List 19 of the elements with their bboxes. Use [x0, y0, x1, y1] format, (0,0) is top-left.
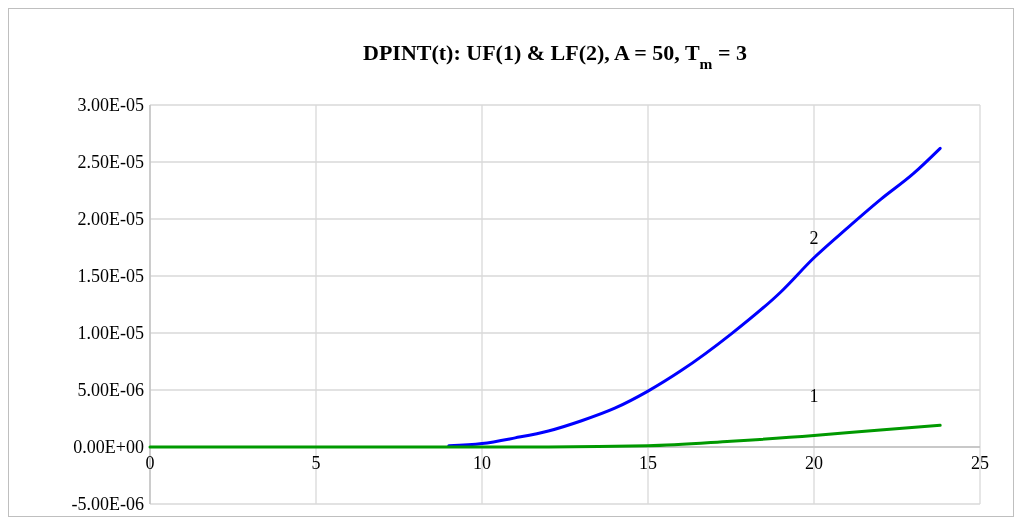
x-tick-label: 15: [639, 453, 657, 473]
x-tick-label: 20: [805, 453, 823, 473]
x-tick-label: 5: [311, 453, 321, 473]
series-label: 2: [809, 227, 819, 248]
line-series: [148, 423, 942, 449]
x-tick-label: 10: [473, 453, 491, 473]
series-label: 1: [809, 385, 819, 406]
line-series: [447, 146, 942, 448]
chart-title: DPINT(t): UF(1) & LF(2), A = 50, T$_{m}$ = 3: [363, 40, 747, 72]
y-tick-label: 3.00E-05: [77, 95, 144, 116]
y-tick-label: 2.50E-05: [77, 152, 144, 173]
y-tick-label: 2.00E-05: [77, 209, 144, 230]
y-tick-label: 1.00E-05: [77, 323, 144, 344]
x-tick-label: 0: [145, 453, 155, 473]
y-tick-label: 0.00E+00: [73, 437, 144, 458]
y-tick-label: 1.50E-05: [77, 266, 144, 287]
y-tick-label: -5.00E-06: [71, 494, 144, 515]
y-tick-label: 5.00E-06: [77, 380, 144, 401]
x-tick-label: 25: [971, 453, 989, 473]
